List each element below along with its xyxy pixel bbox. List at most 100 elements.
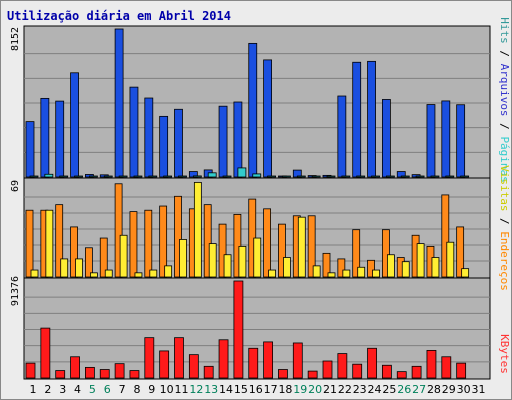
legend-kbytes: KBytes — [498, 334, 511, 374]
top-bar-páginas-day-10 — [163, 175, 173, 178]
day-label-12: 12 — [189, 383, 203, 396]
top-bar-páginas-day-8 — [133, 175, 143, 178]
middle-bar-visitas-day-3 — [60, 258, 69, 278]
top-bar-páginas-day-20 — [311, 175, 321, 178]
bottom-bar-kbytes-day-2 — [40, 327, 51, 379]
bottom-bar-kbytes-day-29 — [441, 356, 452, 379]
middle-bar-endereços-day-25 — [381, 229, 390, 278]
top-bar-páginas-day-12 — [192, 175, 202, 178]
top-bar-hits-day-17 — [263, 59, 273, 178]
top-bar-páginas-day-28 — [430, 175, 440, 178]
middle-bar-visitas-day-9 — [149, 269, 158, 278]
top-bar-páginas-day-21 — [326, 175, 336, 178]
bottom-bar-kbytes-day-7 — [114, 363, 125, 379]
top-bar-hits-day-3 — [55, 100, 65, 178]
middle-bar-visitas-day-14 — [223, 254, 232, 278]
middle-legend: Visitas / Endereços — [498, 165, 511, 291]
bottom-bar-kbytes-day-19 — [292, 342, 303, 379]
day-label-13: 13 — [204, 383, 218, 396]
middle-bar-visitas-day-4 — [75, 258, 83, 278]
middle-bar-endereços-day-9 — [144, 209, 153, 278]
top-bar-páginas-day-24 — [371, 175, 380, 178]
day-label-21: 21 — [323, 383, 337, 396]
middle-bar-visitas-day-19 — [297, 216, 306, 278]
bottom-bar-kbytes-day-25 — [381, 364, 392, 379]
top-bar-páginas-day-5 — [89, 175, 98, 178]
bottom-bar-kbytes-day-15 — [233, 280, 244, 379]
day-label-14: 14 — [219, 383, 233, 396]
top-bar-hits-day-1 — [25, 121, 35, 178]
top-bar-páginas-day-15 — [237, 167, 247, 178]
middle-bar-visitas-day-26 — [401, 261, 410, 278]
top-bar-páginas-day-26 — [400, 175, 410, 178]
middle-bar-endereços-day-14 — [218, 223, 227, 278]
middle-bar-endereços-day-6 — [99, 237, 108, 278]
middle-bar-visitas-day-27 — [416, 243, 425, 278]
bottom-bar-kbytes-day-14 — [218, 339, 229, 379]
top-bar-páginas-day-29 — [445, 175, 455, 178]
bottom-bar-kbytes-day-11 — [174, 337, 184, 379]
day-label-23: 23 — [353, 383, 367, 396]
middle-bar-endereços-day-18 — [278, 223, 286, 278]
day-label-19: 19 — [293, 383, 307, 396]
day-label-16: 16 — [249, 383, 263, 396]
middle-bar-visitas-day-1 — [30, 269, 39, 278]
bottom-bar-kbytes-day-13 — [203, 365, 214, 379]
middle-bar-endereços-day-21 — [322, 252, 331, 278]
middle-bar-visitas-day-17 — [268, 269, 277, 278]
top-bar-páginas-day-4 — [74, 175, 83, 178]
bars-layer — [25, 28, 470, 379]
middle-bar-endereços-day-17 — [263, 208, 272, 278]
middle-bar-visitas-day-18 — [283, 257, 291, 278]
top-bar-páginas-day-3 — [59, 175, 69, 178]
top-bar-páginas-day-6 — [103, 175, 113, 178]
middle-bar-visitas-day-10 — [164, 265, 173, 278]
middle-bar-visitas-day-5 — [90, 272, 98, 278]
middle-bar-visitas-day-8 — [134, 272, 143, 278]
middle-bar-endereços-day-7 — [114, 183, 123, 278]
bottom-bar-kbytes-day-23 — [352, 363, 363, 379]
day-label-5: 5 — [89, 383, 96, 396]
bottom-bar-kbytes-day-28 — [426, 349, 437, 379]
middle-bar-visitas-day-28 — [431, 257, 440, 278]
middle-bar-visitas-day-7 — [119, 234, 128, 278]
middle-bar-visitas-day-22 — [342, 269, 351, 278]
top-bar-páginas-day-13 — [207, 172, 217, 178]
legend-separator: / — [498, 117, 511, 137]
day-label-15: 15 — [234, 383, 248, 396]
top-bar-hits-day-11 — [174, 108, 183, 178]
bottom-bar-kbytes-day-17 — [263, 341, 274, 379]
top-bar-hits-day-25 — [381, 99, 391, 178]
middle-bar-visitas-day-29 — [446, 241, 455, 278]
day-label-20: 20 — [308, 383, 322, 396]
top-bar-hits-day-23 — [352, 61, 362, 178]
day-label-25: 25 — [382, 383, 396, 396]
middle-bar-endereços-day-15 — [233, 213, 242, 278]
top-legend: Hits / Arquivos / Páginas — [498, 17, 511, 183]
top-bar-hits-day-22 — [337, 95, 347, 178]
day-label-2: 2 — [44, 383, 51, 396]
top-bar-páginas-day-1 — [29, 175, 39, 178]
top-bar-hits-day-28 — [426, 104, 436, 178]
bottom-bar-kbytes-day-8 — [129, 370, 140, 379]
middle-bar-visitas-day-11 — [179, 239, 187, 278]
bottom-legend: KBytes — [498, 334, 511, 374]
top-bar-hits-day-4 — [70, 72, 79, 178]
middle-bar-endereços-day-29 — [441, 194, 450, 278]
bottom-bar-kbytes-day-9 — [144, 337, 155, 379]
top-bar-páginas-day-9 — [148, 175, 158, 178]
top-bar-hits-day-8 — [129, 86, 139, 178]
top-bar-páginas-day-14 — [222, 175, 232, 178]
day-label-9: 9 — [148, 383, 155, 396]
middle-bar-endereços-day-13 — [203, 204, 212, 278]
bottom-bar-kbytes-day-1 — [25, 362, 36, 379]
middle-bar-endereços-day-10 — [159, 205, 168, 278]
middle-bar-endereços-day-30 — [456, 226, 465, 278]
bottom-bar-kbytes-day-18 — [278, 369, 288, 379]
top-bar-páginas-day-18 — [282, 175, 291, 178]
day-label-4: 4 — [74, 383, 81, 396]
middle-bar-endereços-day-22 — [337, 258, 346, 278]
top-bar-páginas-day-2 — [44, 173, 54, 178]
